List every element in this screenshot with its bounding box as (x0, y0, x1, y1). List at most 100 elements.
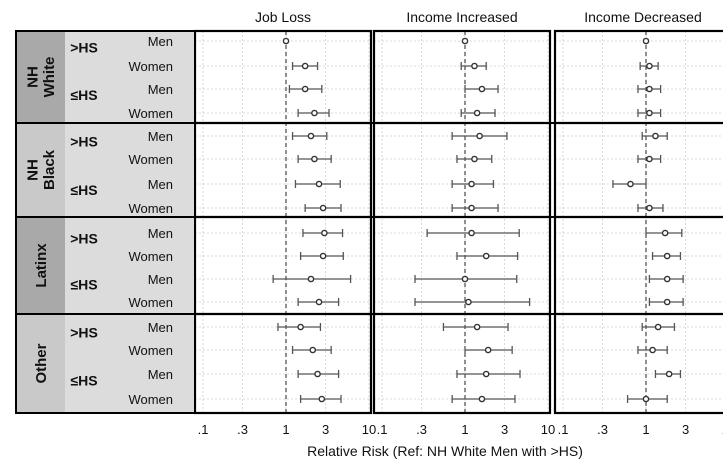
point-estimate (646, 109, 653, 117)
point-estimate (301, 85, 309, 93)
edu-label: >HS (70, 231, 98, 247)
sex-label: Men (148, 272, 173, 287)
sex-label: Men (148, 320, 173, 335)
x-tick-label: .1 (198, 422, 209, 437)
x-tick-label: 1 (461, 422, 468, 437)
panel-border (372, 29, 552, 415)
point-estimate (319, 252, 327, 260)
edu-label: ≤HS (70, 182, 97, 198)
panels-layer: Job Loss .1 .3 1 3 10 Income Increased .1 .3 1 3 10… (193, 9, 723, 437)
point-estimate (646, 85, 653, 93)
sex-label: Men (148, 129, 173, 144)
group-cell (16, 217, 65, 314)
sex-label: Men (148, 177, 173, 192)
point-estimate (471, 155, 478, 163)
point-estimate (627, 180, 634, 188)
x-tick-label: 10 (722, 422, 723, 437)
sex-label: Men (148, 367, 173, 382)
point-estimate (282, 37, 290, 45)
panel-border (553, 29, 723, 415)
point-estimate (297, 323, 304, 331)
point-estimate (473, 109, 481, 117)
group-label: NHBlack (25, 149, 59, 190)
x-tick-label: .3 (416, 422, 427, 437)
subgroup-cell (65, 217, 195, 314)
point-estimate (482, 252, 490, 260)
panel-title: Income Increased (406, 9, 517, 25)
sex-label: Men (148, 226, 173, 241)
panel-background (555, 31, 723, 413)
point-estimate (319, 204, 327, 212)
panel-2: Income Decreased .1 .3 1 3 10 (553, 9, 723, 437)
point-estimate (301, 62, 309, 70)
left-labels-layer: NHWhite NHBlack Latinx Other >HS Men Women ≤HS M… (15, 30, 722, 414)
panel-title: Income Decreased (584, 9, 702, 25)
sex-label: Women (128, 343, 173, 358)
group-cell (16, 31, 65, 123)
x-tick-label: .3 (237, 422, 248, 437)
sex-label: Women (128, 59, 173, 74)
point-estimate (663, 252, 671, 260)
point-estimate (314, 370, 321, 378)
x-tick-label: 3 (682, 422, 689, 437)
left-strip-border (15, 30, 196, 414)
subgroup-cell (65, 31, 195, 123)
point-estimate (646, 204, 653, 212)
group-cell (16, 314, 65, 413)
group-label: NHWhite (25, 57, 59, 98)
point-estimate (652, 132, 659, 140)
point-estimate (484, 346, 492, 354)
x-tick-label: 1 (282, 422, 289, 437)
point-estimate (468, 229, 475, 237)
point-estimate (478, 395, 486, 403)
point-estimate (468, 180, 475, 188)
edu-label: >HS (70, 325, 98, 341)
point-estimate (307, 275, 315, 283)
panel-title: Job Loss (255, 9, 311, 25)
subgroup-cell (65, 314, 195, 413)
edu-label: ≤HS (70, 373, 97, 389)
point-estimate (661, 229, 669, 237)
group-cell (16, 123, 65, 217)
sex-label: Women (128, 392, 173, 407)
edu-label: ≤HS (70, 87, 97, 103)
x-tick-label: 3 (322, 422, 329, 437)
x-axis-label: Relative Risk (Ref: NH White Men with >H… (307, 443, 583, 459)
point-estimate (471, 62, 478, 70)
panel-1: Income Increased .1 .3 1 3 10 (372, 9, 555, 437)
point-estimate (665, 370, 673, 378)
edu-label: >HS (70, 134, 98, 150)
sex-label: Women (128, 249, 173, 264)
point-estimate (461, 37, 469, 45)
x-tick-label: .1 (377, 422, 388, 437)
sex-label: Women (128, 201, 173, 216)
point-estimate (318, 395, 326, 403)
point-estimate (649, 346, 656, 354)
sex-label: Women (128, 152, 173, 167)
point-estimate (473, 323, 481, 331)
x-tick-label: 10 (362, 422, 376, 437)
point-estimate (642, 37, 650, 45)
sex-label: Women (128, 295, 173, 310)
panel-0: Job Loss .1 .3 1 3 10 (193, 9, 376, 437)
x-tick-label: .3 (597, 422, 608, 437)
point-estimate (646, 155, 653, 163)
x-tick-label: 10 (541, 422, 555, 437)
point-estimate (309, 346, 317, 354)
group-label: Other (33, 343, 50, 383)
point-estimate (482, 370, 490, 378)
edu-label: ≤HS (70, 277, 97, 293)
point-estimate (646, 62, 653, 70)
point-estimate (663, 298, 671, 306)
point-estimate (315, 298, 323, 306)
point-estimate (315, 180, 323, 188)
point-estimate (307, 132, 315, 140)
sex-label: Men (148, 82, 173, 97)
x-tick-label: 1 (642, 422, 649, 437)
point-estimate (663, 275, 671, 283)
point-estimate (642, 395, 650, 403)
x-tick-label: 3 (501, 422, 508, 437)
group-label: Latinx (33, 243, 50, 288)
point-estimate (311, 155, 318, 163)
